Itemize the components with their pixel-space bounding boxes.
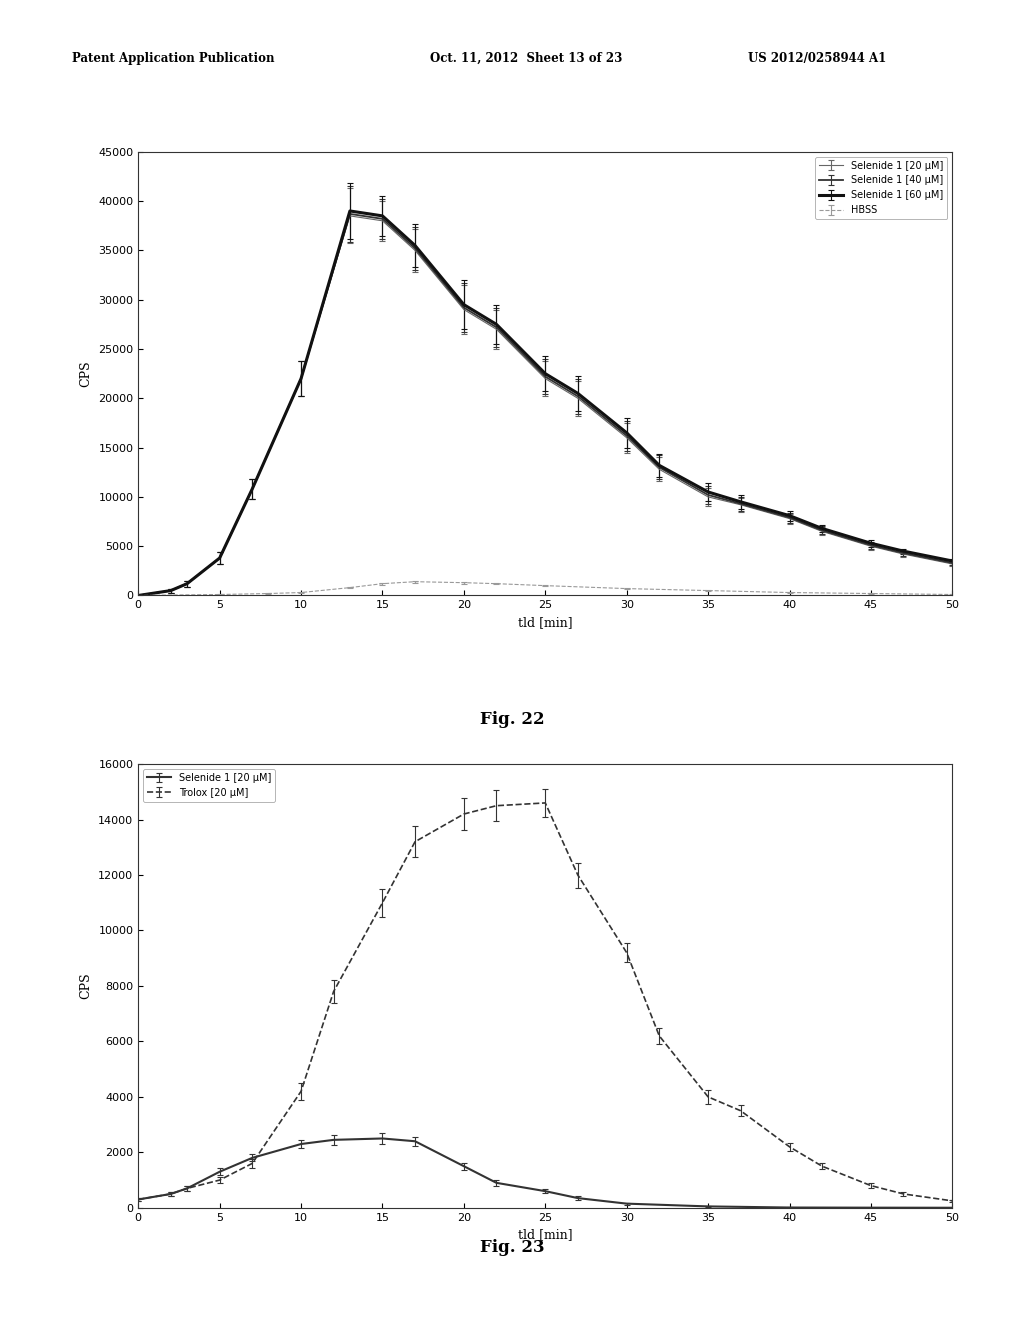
Text: Patent Application Publication: Patent Application Publication — [72, 51, 274, 65]
Legend: Selenide 1 [20 μM], Trolox [20 μM]: Selenide 1 [20 μM], Trolox [20 μM] — [143, 770, 275, 801]
Y-axis label: CPS: CPS — [80, 973, 93, 999]
Text: Fig. 22: Fig. 22 — [479, 711, 545, 727]
Text: US 2012/0258944 A1: US 2012/0258944 A1 — [748, 51, 886, 65]
Y-axis label: CPS: CPS — [80, 360, 93, 387]
Text: Fig. 23: Fig. 23 — [479, 1239, 545, 1255]
Text: Oct. 11, 2012  Sheet 13 of 23: Oct. 11, 2012 Sheet 13 of 23 — [430, 51, 623, 65]
X-axis label: tld [min]: tld [min] — [518, 1228, 572, 1241]
X-axis label: tld [min]: tld [min] — [518, 616, 572, 628]
Legend: Selenide 1 [20 μM], Selenide 1 [40 μM], Selenide 1 [60 μM], HBSS: Selenide 1 [20 μM], Selenide 1 [40 μM], … — [815, 157, 947, 219]
